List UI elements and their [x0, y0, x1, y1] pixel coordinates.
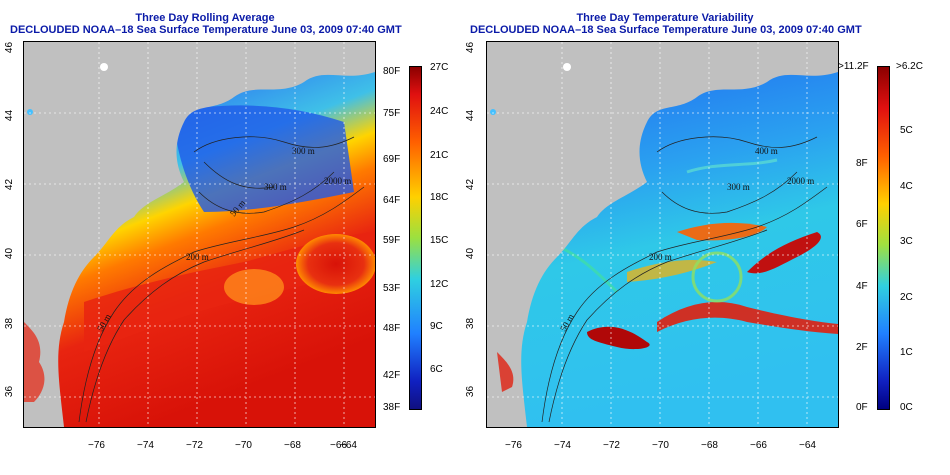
right-xtick-64: −64 — [799, 440, 816, 451]
right-xtick-76: −76 — [505, 440, 522, 451]
right-cb-f-max: >11.2F — [838, 61, 869, 72]
right-title-line1: Three Day Temperature Variability — [576, 12, 754, 24]
right-cb-c-2: 2C — [900, 292, 913, 303]
right-cb-f-4: 4F — [856, 281, 868, 292]
left-xtick-66: −66 — [330, 440, 347, 451]
left-title-line1: Three Day Rolling Average — [135, 12, 275, 24]
left-title-line2: DECLOUDED NOAA–18 Sea Surface Temperatur… — [10, 24, 402, 36]
right-cb-c-5: 5C — [900, 125, 913, 136]
right-map-graphic: 50 m 200 m 2000 m 300 m 400 m — [487, 42, 838, 427]
right-xtick-70: −70 — [652, 440, 669, 451]
left-cb-c-15: 15C — [430, 235, 449, 246]
right-xtick-72: −72 — [603, 440, 620, 451]
left-sst-map[interactable]: 50 m 200 m 2000 m 300 m 50 m 300 m — [23, 41, 376, 428]
left-xtick-76: −76 — [88, 440, 105, 451]
left-xtick-74: −74 — [137, 440, 154, 451]
right-ytick-46: 46 — [465, 41, 477, 54]
left-cb-f-59: 59F — [383, 235, 401, 246]
left-cb-c-12: 12C — [430, 279, 449, 290]
left-cb-f-80: 80F — [383, 66, 401, 77]
right-cb-c-1: 1C — [900, 347, 913, 358]
right-cb-f-0: 0F — [856, 402, 868, 413]
right-colorbar — [877, 66, 890, 410]
right-title-line2: DECLOUDED NOAA–18 Sea Surface Temperatur… — [470, 24, 862, 36]
right-contour-label-2000m: 2000 m — [787, 176, 814, 186]
left-contour-label-200m: 200 m — [186, 252, 209, 262]
left-cb-c-18: 18C — [430, 192, 449, 203]
left-cb-c-27: 27C — [430, 62, 449, 73]
right-ytick-40: 40 — [465, 247, 477, 260]
left-cb-c-9: 9C — [430, 321, 443, 332]
right-cb-f-8: 8F — [856, 158, 868, 169]
right-ytick-42: 42 — [465, 178, 477, 191]
left-ytick-36: 36 — [4, 385, 16, 398]
right-cb-c-0: 0C — [900, 402, 913, 413]
left-contour-label-2000m: 2000 m — [324, 176, 351, 186]
left-cb-f-42: 42F — [383, 370, 401, 381]
left-xtick-68: −68 — [284, 440, 301, 451]
right-contour-label-300m: 300 m — [727, 182, 750, 192]
left-cb-c-24: 24C — [430, 106, 449, 117]
left-xtick-72: −72 — [186, 440, 203, 451]
left-ytick-38: 38 — [4, 317, 16, 330]
right-ytick-38: 38 — [465, 317, 477, 330]
left-map-graphic: 50 m 200 m 2000 m 300 m 50 m 300 m — [24, 42, 375, 427]
left-cb-f-75: 75F — [383, 108, 401, 119]
left-ytick-42: 42 — [4, 178, 16, 191]
left-cb-f-48: 48F — [383, 323, 401, 334]
right-ytick-36: 36 — [465, 385, 477, 398]
left-ytick-46: 46 — [4, 41, 16, 54]
left-xtick-64: −64 — [340, 440, 357, 451]
right-cb-c-4: 4C — [900, 181, 913, 192]
right-contour-label-200m: 200 m — [649, 252, 672, 262]
left-contour-label-300m-b: 300 m — [292, 146, 315, 156]
right-xtick-74: −74 — [554, 440, 571, 451]
left-colorbar — [409, 66, 422, 410]
left-cb-f-64: 64F — [383, 195, 401, 206]
right-cb-f-6: 6F — [856, 219, 868, 230]
left-cb-c-21: 21C — [430, 150, 449, 161]
right-xtick-68: −68 — [701, 440, 718, 451]
right-cb-c-3: 3C — [900, 236, 913, 247]
left-cb-c-6: 6C — [430, 364, 443, 375]
left-xtick-70: −70 — [235, 440, 252, 451]
left-cb-f-53: 53F — [383, 283, 401, 294]
left-cb-f-38: 38F — [383, 402, 401, 413]
right-ytick-44: 44 — [465, 109, 477, 122]
left-ytick-44: 44 — [4, 109, 16, 122]
right-contour-label-400m: 400 m — [755, 146, 778, 156]
right-xtick-66: −66 — [750, 440, 767, 451]
right-cb-f-2: 2F — [856, 342, 868, 353]
left-contour-label-300m: 300 m — [264, 182, 287, 192]
left-cb-f-69: 69F — [383, 154, 401, 165]
right-map-title: Three Day Temperature Variability DECLOU… — [470, 12, 862, 36]
left-map-title: Three Day Rolling Average DECLOUDED NOAA… — [10, 12, 402, 36]
left-ytick-40: 40 — [4, 247, 16, 260]
right-cb-c-max: >6.2C — [896, 61, 923, 72]
right-variability-map[interactable]: 50 m 200 m 2000 m 300 m 400 m — [486, 41, 839, 428]
